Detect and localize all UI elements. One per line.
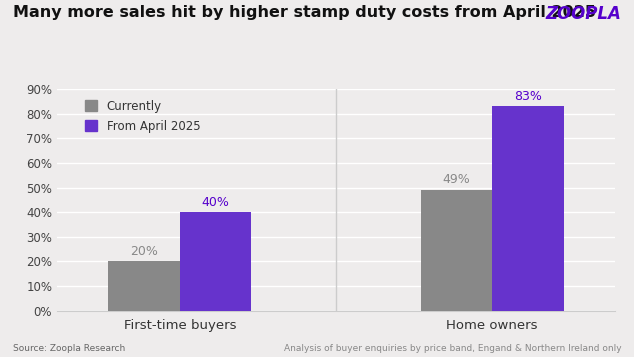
Bar [180,212,251,311]
Text: ZOOPLA: ZOOPLA [545,5,621,23]
Bar [421,190,492,311]
Text: Many more sales hit by higher stamp duty costs from April 2025: Many more sales hit by higher stamp duty… [13,5,596,20]
Legend: Currently, From April 2025: Currently, From April 2025 [86,100,200,133]
Text: 83%: 83% [514,90,542,103]
Text: Source: Zoopla Research: Source: Zoopla Research [13,345,125,353]
Text: 20%: 20% [130,245,158,258]
Text: 40%: 40% [202,196,230,208]
Text: 49%: 49% [443,174,470,186]
Bar [492,106,564,311]
Text: Analysis of buyer enquiries by price band, Engand & Northern Ireland only: Analysis of buyer enquiries by price ban… [283,345,621,353]
Bar [108,261,180,311]
